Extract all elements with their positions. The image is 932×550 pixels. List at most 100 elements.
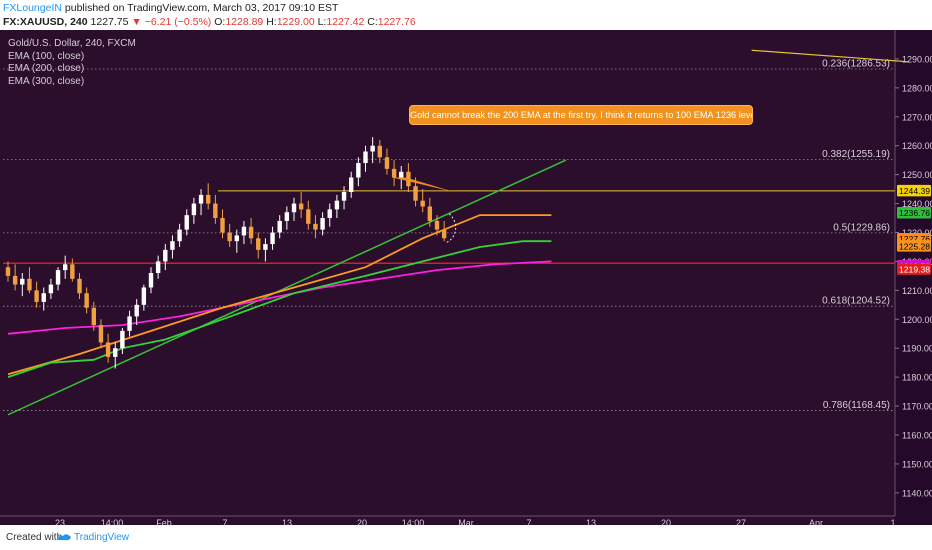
candle-body [113, 348, 118, 357]
x-tick-label: 23 [55, 518, 65, 525]
candle-body [256, 238, 261, 250]
candle-body [98, 325, 104, 343]
price-label-box [897, 240, 931, 252]
x-tick-label: 20 [661, 518, 671, 525]
candle-body [320, 218, 325, 230]
legend-ema200[interactable]: EMA (200, close) [8, 63, 85, 74]
x-tick-label: 14:00 [101, 518, 124, 525]
candle-body [148, 273, 154, 288]
candle-body [420, 200, 425, 207]
fib-level-label: 0.236(1286.53) [822, 58, 890, 69]
candle-body [241, 226, 247, 236]
candle-body [120, 330, 125, 349]
last-price: 1227.75 [90, 16, 129, 28]
candle-body [413, 186, 418, 201]
candle-body [298, 203, 304, 210]
candle-body [306, 209, 311, 224]
callout-pointer [392, 177, 455, 192]
chart-area[interactable]: 1140.00 1150.00 1160.00 1170.00 1180.00 1190.… [0, 30, 932, 525]
close-label: C: [367, 16, 378, 28]
candle-body [291, 203, 297, 213]
annotation-callout[interactable]: Gold cannot break the 200 EMA at the fir… [409, 105, 753, 125]
publish-info: published on TradingView.com, March 03, … [64, 2, 339, 14]
legend-ema100[interactable]: EMA (100, close) [8, 50, 85, 62]
tradingview-brand-link[interactable]: TradingView [74, 532, 130, 543]
x-tick-label: 7 [222, 518, 227, 525]
candle-body [399, 171, 404, 178]
candle-body [105, 342, 111, 357]
candle-body [434, 220, 440, 230]
price-axis-panel [895, 30, 932, 525]
candle-body [48, 284, 54, 294]
candle-body [91, 307, 96, 326]
candle-body [77, 278, 82, 294]
legend-title: Gold/U.S. Dollar, 240, FXCM [8, 38, 136, 49]
candle-body [70, 264, 75, 279]
y-tick-label: 1240.00 [902, 199, 932, 209]
fib-level-label: 0.786(1168.45) [823, 400, 890, 411]
price-label-text: 1225.28 [899, 241, 930, 251]
footer: Created with TradingView [0, 525, 932, 550]
candle-body [184, 215, 189, 230]
price-label-box [897, 263, 931, 275]
low-label: L: [317, 16, 327, 28]
high-value: 1229.00 [276, 16, 315, 28]
quote-line: FX:XAUUSD, 240 1227.75 ▼ −6.21 (−0.5%) O… [3, 16, 416, 28]
x-tick-label: 13 [586, 518, 596, 525]
x-tick-label: 14:00 [402, 518, 425, 525]
fib-level-label: 0.5(1229.86) [833, 222, 890, 233]
candle-body [341, 192, 347, 201]
candle-body [370, 145, 375, 152]
open-label: O: [214, 16, 226, 28]
candle-body [384, 157, 390, 169]
down-arrow-icon: ▼ [131, 16, 142, 28]
candle-body [363, 151, 368, 164]
x-tick-label: Feb [156, 518, 172, 525]
candle-body [441, 229, 447, 239]
candle-body [177, 229, 182, 242]
candle-body [334, 200, 340, 210]
candle-body [213, 203, 218, 219]
y-tick-label: 1210.00 [902, 286, 932, 296]
candle-body [284, 212, 290, 221]
candle-body [27, 278, 32, 291]
candle-body [270, 232, 275, 245]
x-tick-label: 27 [736, 518, 746, 525]
candle-body [263, 244, 268, 250]
y-tick-label: 1270.00 [902, 112, 932, 122]
fib-level-label: 0.618(1204.52) [822, 296, 890, 307]
price-label-text: 1219.38 [899, 264, 930, 274]
legend-ema300[interactable]: EMA (300, close) [8, 75, 85, 87]
fib-level-label: 0.382(1255.19) [822, 149, 890, 160]
price-chart[interactable]: 1140.00 1150.00 1160.00 1170.00 1180.00 1190.… [0, 30, 932, 525]
candle-body [55, 270, 61, 285]
candle-body [41, 293, 46, 302]
x-tick-label: 1 [890, 518, 895, 525]
candle-body [20, 278, 25, 285]
y-tick-label: 1140.00 [902, 488, 932, 498]
candle-body [327, 209, 332, 219]
candle-body [206, 194, 211, 204]
candle-body [12, 275, 18, 285]
x-tick-label: 13 [282, 518, 292, 525]
x-tick-label: Apr [809, 518, 823, 525]
candle-body [356, 163, 361, 178]
author-link[interactable]: FXLoungeIN [3, 2, 62, 14]
candle-body [377, 145, 382, 158]
candle-body [127, 316, 132, 331]
chart-legend: Gold/U.S. Dollar, 240, FXCM EMA (100, cl… [8, 38, 136, 88]
created-with-label: Created with [6, 532, 63, 543]
green-trendline [7, 159, 567, 416]
tradingview-logo-icon [57, 534, 71, 541]
x-tick-label: 7 [526, 518, 531, 525]
candle-body [391, 168, 397, 178]
candle-body [34, 290, 39, 302]
y-tick-label: 1280.00 [902, 83, 932, 93]
y-tick-label: 1260.00 [902, 141, 932, 151]
candle-body [155, 261, 161, 273]
y-tick-label: 1150.00 [902, 459, 932, 469]
candle-body [277, 220, 282, 233]
close-value: 1227.76 [377, 16, 416, 28]
chart-header: FXLoungeIN published on TradingView.com,… [0, 0, 932, 30]
candle-body [63, 264, 68, 271]
